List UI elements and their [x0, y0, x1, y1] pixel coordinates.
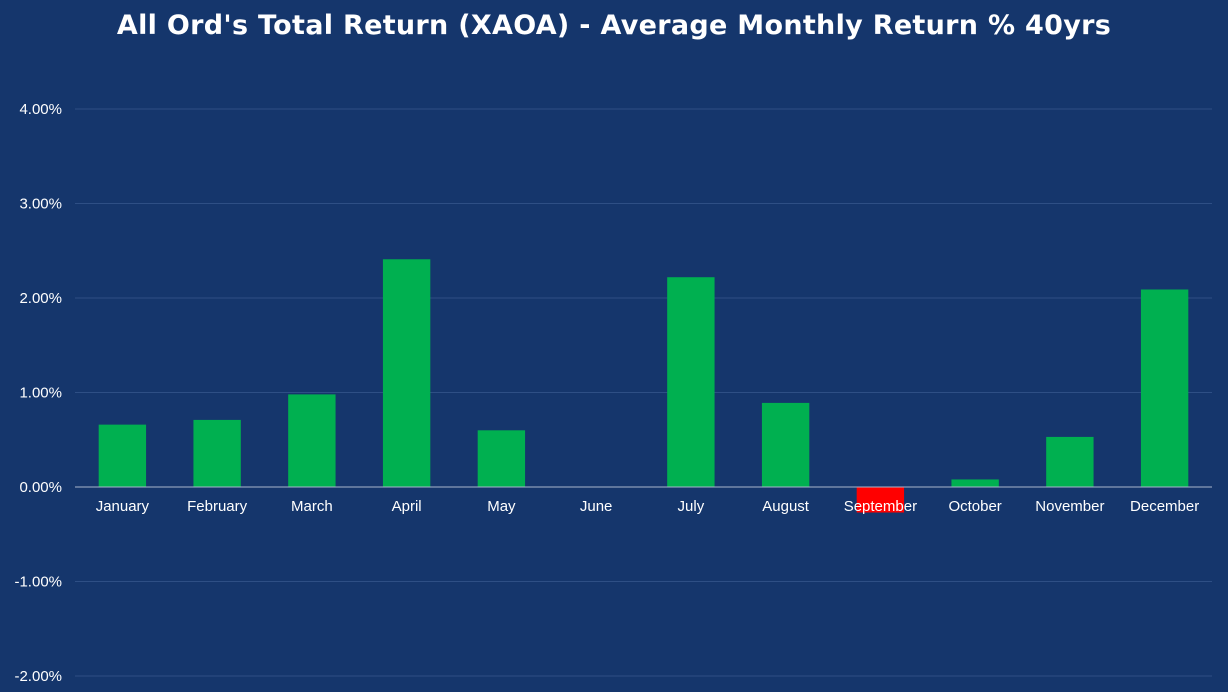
bar-september	[856, 487, 905, 513]
x-category-label: September	[844, 498, 917, 515]
y-tick-label: 1.00%	[19, 385, 62, 402]
bar-march	[288, 394, 336, 487]
bar-january	[98, 424, 147, 487]
y-tick-label: 3.00%	[19, 196, 62, 213]
y-tick-label: 4.00%	[19, 101, 62, 118]
y-tick-label: -1.00%	[14, 574, 62, 591]
bar-december	[1140, 289, 1189, 487]
bar-february	[193, 419, 241, 487]
x-category-label: May	[487, 498, 516, 515]
y-tick-label: 0.00%	[19, 479, 62, 496]
y-tick-label: 2.00%	[19, 290, 62, 307]
bar-november	[1046, 436, 1094, 487]
x-category-label: November	[1035, 498, 1104, 515]
bars	[98, 259, 1189, 513]
x-category-label: February	[187, 498, 248, 515]
bar-july	[667, 277, 715, 487]
x-category-label: March	[291, 498, 333, 515]
x-category-label: June	[580, 498, 613, 515]
bar-may	[477, 430, 526, 487]
x-category-label: January	[96, 498, 150, 515]
y-axis-tick-labels: 4.00% 3.00% 2.00% 1.00% 0.00% -1.00% -2.00%	[14, 101, 62, 685]
bar-august	[761, 402, 810, 487]
x-category-label: July	[678, 498, 705, 515]
x-category-label: August	[762, 498, 810, 515]
x-axis-category-labels: January February March April May June July Augu…	[96, 498, 1200, 515]
y-tick-label: -2.00%	[14, 668, 62, 685]
chart-title: All Ord's Total Return (XAOA) - Average …	[116, 10, 1112, 41]
bar-october	[951, 479, 999, 487]
x-category-label: April	[392, 498, 422, 515]
gridlines	[75, 108, 1212, 677]
bar-april	[382, 259, 431, 487]
x-category-label: October	[948, 498, 1001, 515]
x-category-label: December	[1130, 498, 1199, 515]
